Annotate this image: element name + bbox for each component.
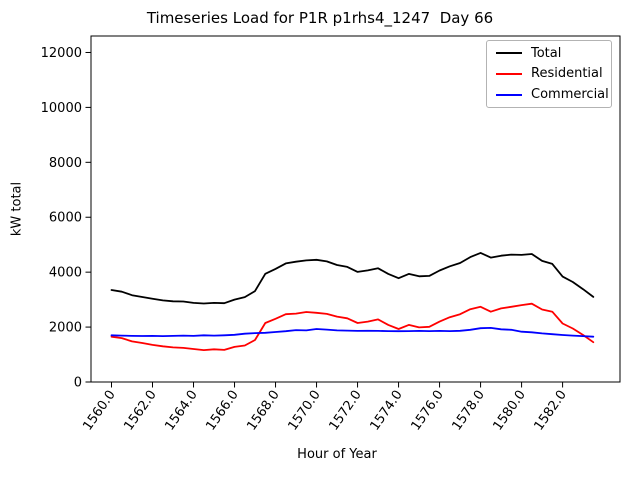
y-tick-label: 10000 [41,101,82,116]
x-tick-label: 1562.0 [121,388,159,434]
series-line-commercial [110,326,595,338]
x-tick-label: 1582.0 [531,388,569,434]
x-axis-label: Hour of Year [297,447,377,462]
x-tick-label: 1570.0 [285,388,323,434]
x-tick-label: 1578.0 [449,388,487,434]
residential-line-swatch [496,72,522,75]
legend-item-commercial: Commercial [487,87,611,102]
y-axis-label: kW total [9,181,25,237]
y-tick-label: 8000 [49,156,82,171]
axes-frame [90,35,621,383]
chart-title: Timeseries Load for P1R p1rhs4_1247 Day … [146,9,494,27]
x-tick-label: 1564.0 [162,388,200,434]
legend-item-residential: Residential [487,66,611,81]
y-tick-label: 0 [74,376,82,391]
series-line-residential [110,302,595,352]
x-tick-label: 1568.0 [244,388,282,434]
y-tick-label: 12000 [41,46,82,61]
x-tick-label: 1566.0 [203,388,241,434]
series-line-total [110,251,595,305]
legend-label: Residential [531,66,603,82]
legend-item-total: Total [487,46,611,61]
y-tick-label: 6000 [49,211,82,226]
x-tick-label: 1580.0 [490,388,528,434]
y-tick-label: 2000 [49,321,82,336]
total-line-swatch [496,52,522,55]
legend: Total Residential Commercial [486,40,612,108]
x-tick-label: 1560.0 [80,388,118,434]
x-tick-label: 1574.0 [367,388,405,434]
commercial-line-swatch [496,93,522,96]
x-tick-label: 1576.0 [408,388,446,434]
legend-label: Total [531,45,562,61]
legend-label: Commercial [531,87,609,103]
y-tick-label: 4000 [49,266,82,281]
x-tick-label: 1572.0 [326,388,364,434]
